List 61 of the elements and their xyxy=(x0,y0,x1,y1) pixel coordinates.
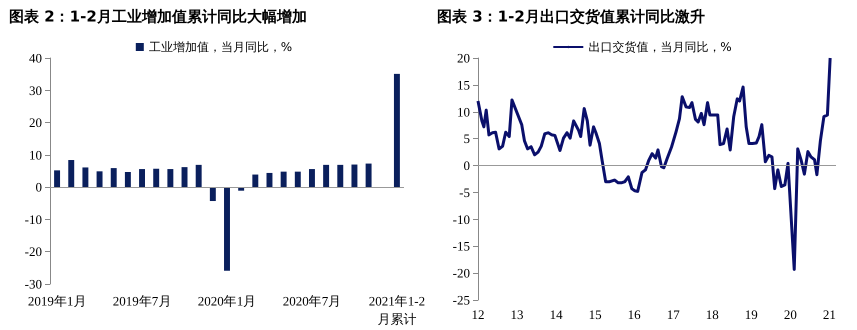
x-tick-label: 20 xyxy=(784,307,797,322)
y-tick-label: -5 xyxy=(459,184,470,200)
bar xyxy=(124,172,131,188)
y-tick-label: -10 xyxy=(24,212,42,227)
y-tick-label: 10 xyxy=(457,104,470,120)
x-tick-label: 19 xyxy=(744,307,758,322)
x-tick-label: 15 xyxy=(588,307,602,322)
y-tick-label: -25 xyxy=(452,292,470,308)
bar xyxy=(196,164,202,188)
bar xyxy=(323,164,330,188)
bar xyxy=(308,169,315,188)
y-tick-label: 20 xyxy=(29,115,42,130)
bar xyxy=(366,164,372,188)
chart-title: 图表 3：1-2月出口交货值累计同比激升 xyxy=(437,8,705,26)
x-tick-label: 18 xyxy=(706,307,719,322)
bar xyxy=(82,167,88,188)
x-tick-label: 2020年7月 xyxy=(282,294,342,308)
y-tick-label: 20 xyxy=(457,50,470,66)
x-tick-label: 14 xyxy=(550,307,564,322)
y-tick-label: -15 xyxy=(452,238,470,254)
x-tick-label: 12 xyxy=(472,307,484,322)
y-tick-label: -20 xyxy=(452,266,470,281)
y-tick-label: 5 xyxy=(464,131,470,146)
bar xyxy=(54,170,60,188)
bar xyxy=(337,164,344,188)
x-tick-label: 2019年7月 xyxy=(112,294,172,308)
bar xyxy=(110,168,117,188)
y-tick-label: 0 xyxy=(36,180,42,195)
bar xyxy=(280,172,287,188)
legend-label: 工业增加值，当月同比，% xyxy=(148,40,292,54)
x-tick-label: 16 xyxy=(628,307,642,322)
bar xyxy=(182,167,188,188)
bar xyxy=(167,169,174,188)
y-tick-label: 0 xyxy=(464,158,470,174)
y-tick-label: 10 xyxy=(29,147,42,162)
y-tick-label: -10 xyxy=(452,212,470,227)
bar xyxy=(224,187,230,271)
bar xyxy=(68,160,74,188)
bar xyxy=(96,171,103,188)
y-tick-label: 40 xyxy=(29,50,42,66)
x-tick-label: 21 xyxy=(822,307,836,322)
y-tick-label: 15 xyxy=(457,77,470,92)
bar xyxy=(394,74,400,188)
bar xyxy=(139,169,146,188)
bar xyxy=(266,172,272,188)
bar xyxy=(153,168,160,188)
bar xyxy=(294,172,301,188)
bar xyxy=(210,187,216,202)
y-tick-label: 30 xyxy=(29,82,42,98)
bar xyxy=(252,174,258,188)
x-tick-label: 13 xyxy=(510,307,524,322)
x-tick-label: 2019年1月 xyxy=(28,294,86,308)
bar xyxy=(351,164,358,188)
x-tick-label: 2021年1-2 月累计 xyxy=(368,294,426,326)
y-tick-label: -30 xyxy=(24,276,42,292)
chart-title: 图表 2：1-2月工业增加值累计同比大幅增加 xyxy=(9,8,307,26)
x-tick-label: 2020年1月 xyxy=(198,294,256,308)
y-tick-label: -20 xyxy=(24,244,42,260)
x-tick-label: 17 xyxy=(666,307,680,322)
line-series xyxy=(476,56,832,271)
legend-label: 出口交货值，当月同比，% xyxy=(588,40,732,54)
